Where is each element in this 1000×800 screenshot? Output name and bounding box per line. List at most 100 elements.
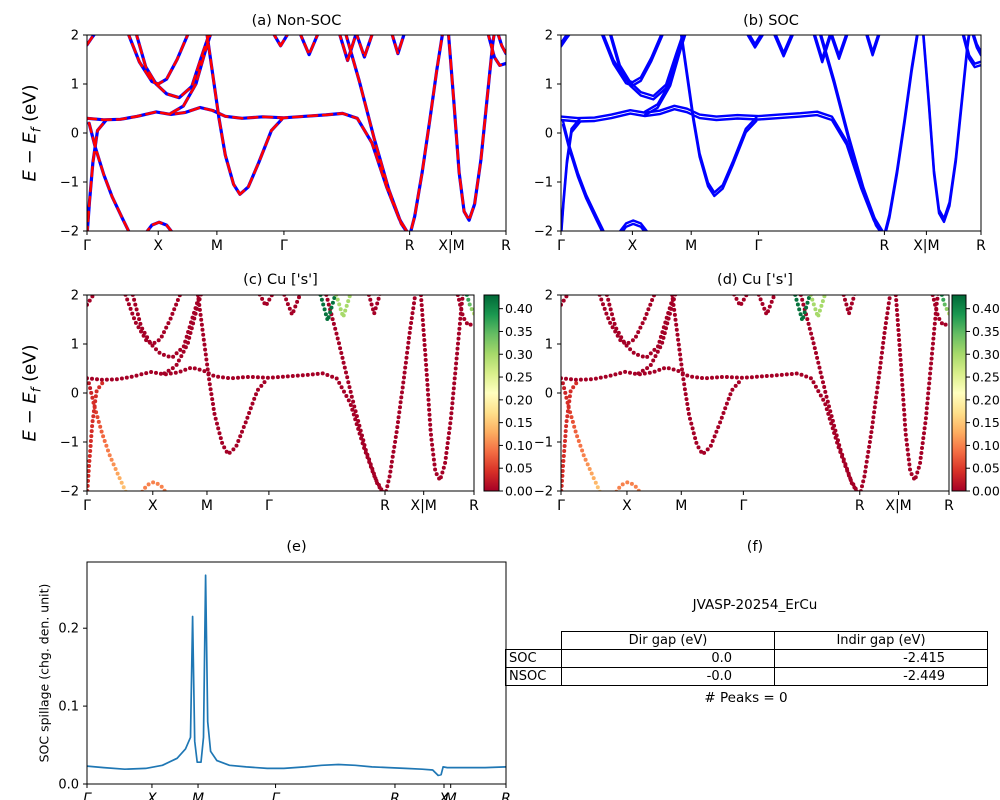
gap-table: Dir gap (eV) Indir gap (eV) SOC 0.0 -2.4…: [505, 631, 988, 686]
gap-table-soc-dir: 0.0: [561, 649, 775, 668]
svg-text:−2: −2: [60, 225, 79, 240]
ylabel-E: E: [19, 430, 41, 442]
gap-table-soc-label: SOC: [505, 649, 562, 668]
gap-table-row-soc: SOC 0.0 -2.415: [505, 649, 988, 668]
svg-text:R: R: [501, 791, 511, 800]
svg-text:0.00: 0.00: [505, 484, 533, 499]
svg-text:0.10: 0.10: [505, 438, 533, 453]
svg-text:Γ: Γ: [272, 791, 281, 800]
svg-text:0.05: 0.05: [505, 461, 533, 476]
svg-text:0: 0: [71, 387, 79, 402]
panel-b-title: (b) SOC: [743, 13, 799, 29]
svg-text:R: R: [976, 238, 986, 254]
panel-d-plot: −2 −1 0 1 2 Γ X M Γ R X|M R: [534, 289, 954, 515]
panel-f-title: (f): [746, 539, 764, 555]
svg-text:0.05: 0.05: [972, 461, 1000, 476]
svg-text:X: X: [148, 498, 158, 514]
svg-text:Γ: Γ: [83, 791, 92, 800]
svg-text:R: R: [390, 791, 400, 800]
panel-e-title: (e): [286, 539, 307, 555]
gap-table-corner: [506, 632, 562, 650]
gap-table-nsoc-indir: -2.449: [774, 667, 988, 686]
gap-table-soc-indir: -2.415: [774, 649, 988, 668]
svg-text:Γ: Γ: [265, 498, 273, 514]
svg-text:0.30: 0.30: [505, 347, 533, 362]
svg-text:M: M: [675, 498, 687, 514]
svg-text:−1: −1: [534, 436, 553, 451]
ylabel-unit: (eV): [19, 344, 41, 388]
svg-text:1: 1: [545, 338, 553, 353]
svg-text:0: 0: [545, 387, 553, 402]
gap-table-header-row: Dir gap (eV) Indir gap (eV): [506, 631, 988, 650]
panel-c-title: (c) Cu ['s']: [243, 272, 318, 288]
svg-text:X: X: [628, 238, 638, 254]
panel-d-title: (d) Cu ['s']: [717, 272, 793, 288]
peaks-note: # Peaks = 0: [704, 690, 788, 706]
svg-text:X: X: [622, 498, 632, 514]
svg-text:X|M: X|M: [913, 238, 939, 254]
svg-text:2: 2: [71, 289, 79, 304]
svg-text:X|M: X|M: [885, 498, 911, 514]
svg-text:2: 2: [71, 29, 79, 44]
ylabel-unit: (eV): [19, 84, 41, 128]
panel-c-colorbar: 0.40 0.35 0.30 0.25 0.20 0.15 0.10 0.05 0.00: [483, 294, 533, 499]
svg-text:Γ: Γ: [557, 498, 565, 514]
svg-text:X: X: [438, 791, 449, 800]
svg-text:0.15: 0.15: [505, 415, 533, 430]
gap-table-nsoc-dir: -0.0: [561, 667, 775, 686]
svg-text:0: 0: [71, 127, 79, 142]
panel-f-heading: JVASP-20254_ErCu: [692, 597, 818, 613]
svg-text:1: 1: [545, 78, 553, 93]
ylabel-minus: −: [19, 143, 41, 171]
svg-text:0.35: 0.35: [972, 324, 1000, 339]
svg-text:R: R: [405, 238, 415, 254]
panel-e-plot: 0.00.10.2Γ X M Γ R XM R: [58, 561, 511, 800]
svg-text:R: R: [855, 498, 865, 514]
svg-text:M: M: [445, 791, 457, 800]
svg-text:−1: −1: [60, 436, 79, 451]
svg-text:1: 1: [71, 78, 79, 93]
svg-text:−2: −2: [534, 485, 553, 500]
ylabel-E2: E: [19, 132, 41, 144]
svg-text:Γ: Γ: [280, 238, 288, 254]
svg-text:2: 2: [545, 29, 553, 44]
ylabel-E: E: [19, 170, 41, 182]
ylabel-sub-f: f: [29, 127, 45, 133]
svg-text:0.25: 0.25: [972, 370, 1000, 385]
svg-text:R: R: [880, 238, 890, 254]
svg-text:X: X: [146, 791, 157, 800]
svg-text:0.20: 0.20: [505, 392, 533, 407]
svg-text:R: R: [944, 498, 954, 514]
svg-text:R: R: [380, 498, 390, 514]
svg-text:M: M: [192, 791, 204, 800]
svg-text:−1: −1: [60, 176, 79, 191]
panel-e-ylabel: SOC spillage (chg. den. unit): [36, 583, 52, 763]
svg-text:X: X: [153, 238, 163, 254]
svg-text:0.25: 0.25: [505, 370, 533, 385]
svg-text:0.2: 0.2: [58, 622, 79, 637]
svg-text:0.35: 0.35: [505, 324, 533, 339]
svg-text:0: 0: [545, 127, 553, 142]
svg-text:1: 1: [71, 338, 79, 353]
svg-text:0.15: 0.15: [972, 415, 1000, 430]
gap-table-row-nsoc: NSOC -0.0 -2.449: [505, 667, 988, 686]
svg-text:−1: −1: [534, 176, 553, 191]
gap-table-nsoc-label: NSOC: [505, 667, 562, 686]
panel-d-colorbar: 0.40 0.35 0.30 0.25 0.20 0.15 0.10 0.05 0.00: [951, 294, 1000, 499]
panel-b-plot: −2 −1 0 1 2 Γ X M Γ R X|M R: [534, 29, 986, 255]
svg-text:0.0: 0.0: [58, 778, 79, 793]
svg-text:0.00: 0.00: [972, 484, 1000, 499]
ylabel-minus: −: [19, 403, 41, 431]
svg-text:−2: −2: [534, 225, 553, 240]
svg-text:0.20: 0.20: [972, 392, 1000, 407]
gap-table-header-indir: Indir gap (eV): [774, 631, 988, 650]
svg-text:Γ: Γ: [557, 238, 565, 254]
svg-text:X|M: X|M: [410, 498, 436, 514]
gap-table-header-dir: Dir gap (eV): [561, 631, 775, 650]
svg-text:0.40: 0.40: [505, 301, 533, 316]
svg-text:Γ: Γ: [739, 498, 747, 514]
ylabel-E2: E: [19, 392, 41, 404]
svg-text:0.40: 0.40: [972, 301, 1000, 316]
svg-text:0.1: 0.1: [58, 700, 79, 715]
panel-a-title: (a) Non-SOC: [251, 13, 342, 29]
